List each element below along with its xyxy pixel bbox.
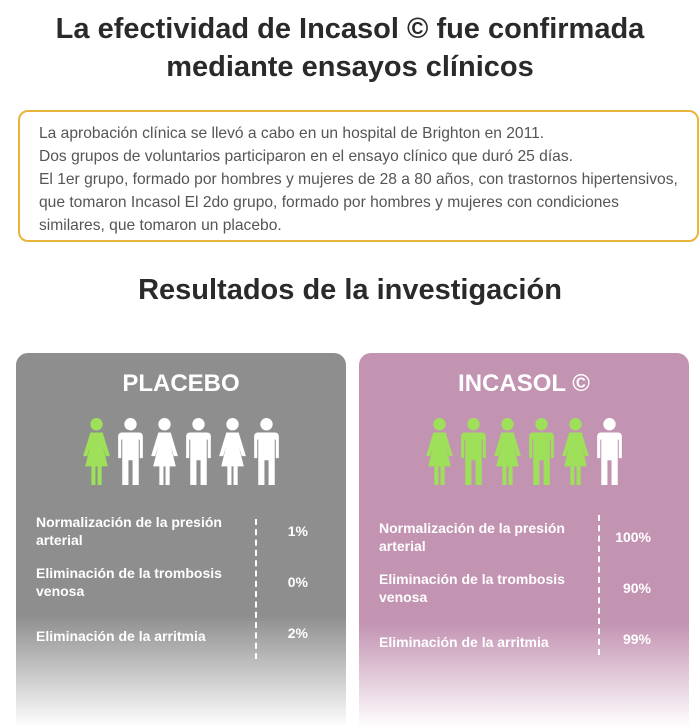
stat-label: Eliminación de la arritmia [36, 628, 206, 644]
stat-row: Eliminación de la trombosis venosa 90% [379, 570, 669, 621]
placebo-title: PLACEBO [122, 370, 240, 397]
divider [598, 515, 600, 655]
stat-label: Normalización de la presión arterial [36, 514, 222, 548]
info-line: El 1er grupo, formado por hombres y muje… [39, 171, 678, 234]
stat-label: Normalización de la presión arterial [379, 520, 565, 554]
woman-icon [218, 418, 246, 485]
stat-row: Eliminación de la arritmia 2% [36, 615, 326, 666]
stat-value: 90% [622, 580, 651, 596]
stat-label: Eliminación de la trombosis venosa [379, 571, 565, 605]
results-title: Resultados de la investigación [138, 274, 562, 306]
placebo-people [16, 417, 346, 487]
man-icon [185, 418, 211, 485]
stat-value: 2% [287, 625, 308, 641]
woman-icon [561, 418, 589, 485]
incasol-people [359, 417, 689, 487]
stat-row: Normalización de la presión arterial 1% [36, 513, 326, 564]
incasol-card: INCASOL © Normalización de la presión ar… [359, 353, 689, 728]
info-line: La aprobación clínica se llevó a cabo en… [39, 125, 545, 142]
stat-row: Eliminación de la arritmia 99% [379, 621, 669, 672]
man-icon [253, 418, 279, 485]
divider [255, 519, 257, 659]
stat-value: 1% [287, 523, 308, 539]
stat-value: 100% [615, 529, 651, 545]
stat-row: Normalización de la presión arterial 100… [379, 519, 669, 570]
woman-icon [493, 418, 521, 485]
placebo-card: PLACEBO Normalización de la presión arte… [16, 353, 346, 728]
incasol-stats: Normalización de la presión arterial 100… [379, 519, 669, 672]
incasol-title: INCASOL © [458, 370, 590, 397]
man-icon [596, 418, 622, 485]
man-icon [528, 418, 554, 485]
woman-icon [150, 418, 178, 485]
stat-value: 99% [622, 631, 651, 647]
stat-value: 0% [287, 574, 308, 590]
page-title: La efectividad de Incasol © fue confirma… [55, 13, 645, 83]
info-line: Dos grupos de voluntarios participaron e… [39, 148, 573, 165]
stat-row: Eliminación de la trombosis venosa 0% [36, 564, 326, 615]
woman-icon [82, 418, 110, 485]
woman-icon [425, 418, 453, 485]
info-box: La aprobación clínica se llevó a cabo en… [18, 110, 699, 242]
placebo-stats: Normalización de la presión arterial 1% … [36, 513, 326, 666]
stat-label: Eliminación de la arritmia [379, 634, 549, 650]
man-icon [460, 418, 486, 485]
man-icon [117, 418, 143, 485]
stat-label: Eliminación de la trombosis venosa [36, 565, 222, 599]
